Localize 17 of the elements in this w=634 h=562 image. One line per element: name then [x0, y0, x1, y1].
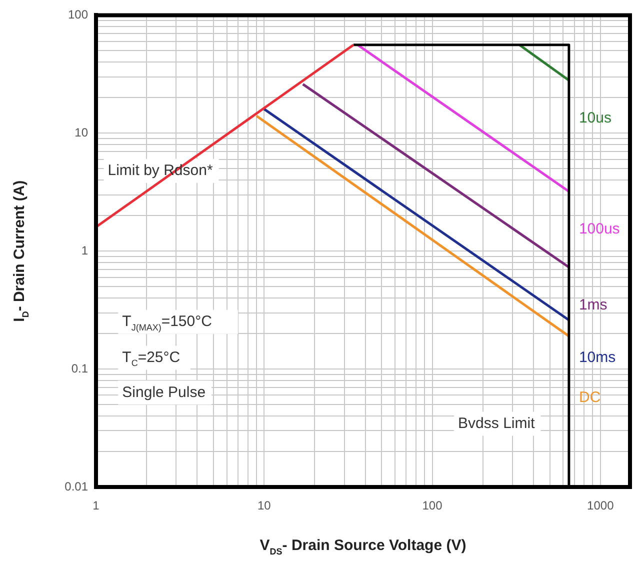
- text: DC: [578, 389, 601, 406]
- y-tick-label: 100: [68, 8, 88, 22]
- x-tick-label: 10: [257, 498, 272, 513]
- y-tick-label: 1: [81, 243, 88, 258]
- y-tick-label: 0.01: [64, 479, 88, 494]
- x-tick-label: 100: [422, 498, 443, 513]
- x-tick-label: 1000: [587, 498, 614, 513]
- y-tick-label: 0.1: [71, 361, 88, 376]
- text: 100us: [578, 220, 620, 238]
- y-axis-title: ID- Drain Current (A): [11, 180, 30, 322]
- x-tick-label: 1: [92, 498, 100, 513]
- annotation: Bvdss Limit: [458, 414, 536, 432]
- annotation: Single Pulse: [122, 384, 206, 401]
- text: 1ms: [578, 296, 608, 314]
- y-tick-label: 10: [74, 125, 88, 140]
- text: 10ms: [578, 349, 616, 366]
- text: 10us: [578, 110, 612, 127]
